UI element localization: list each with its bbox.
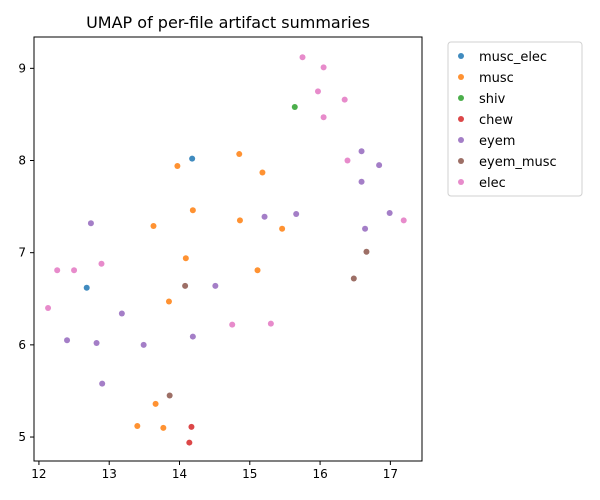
- legend-label: musc_elec: [479, 50, 547, 65]
- legend-label: eyem_musc: [479, 155, 557, 170]
- legend-label: eyem: [479, 134, 515, 149]
- data-point: [182, 255, 189, 262]
- data-point: [118, 310, 125, 317]
- data-point: [279, 225, 286, 232]
- series-eyem_musc: [166, 248, 370, 399]
- data-point: [291, 104, 298, 111]
- data-point: [259, 169, 266, 176]
- legend-marker: [458, 53, 464, 59]
- data-point: [152, 400, 159, 407]
- y-axis: 5 6 7 8 9: [18, 61, 34, 444]
- data-point: [400, 217, 407, 224]
- data-point: [350, 275, 357, 282]
- data-point: [71, 267, 78, 274]
- data-point: [261, 213, 268, 220]
- legend-label: elec: [479, 176, 506, 191]
- data-point: [293, 210, 300, 217]
- data-point: [386, 210, 393, 217]
- data-point: [182, 282, 189, 289]
- x-tick-label: 13: [102, 467, 117, 481]
- data-point: [229, 321, 236, 328]
- legend-marker: [458, 158, 464, 164]
- data-point: [344, 157, 351, 164]
- data-point: [93, 340, 100, 347]
- data-point: [45, 304, 52, 311]
- series-chew: [186, 423, 195, 446]
- y-tick-label: 9: [18, 61, 26, 75]
- legend-marker: [458, 137, 464, 143]
- data-point: [358, 178, 365, 185]
- legend-label: chew: [479, 113, 513, 128]
- data-point: [64, 337, 71, 344]
- series-elec: [45, 54, 407, 328]
- data-point: [186, 439, 193, 446]
- data-point: [254, 267, 261, 274]
- data-point: [267, 320, 274, 327]
- data-point: [212, 282, 219, 289]
- data-point: [160, 424, 167, 431]
- data-point: [320, 64, 327, 71]
- y-tick-label: 8: [18, 154, 26, 168]
- data-point: [320, 114, 327, 121]
- data-point: [189, 333, 196, 340]
- data-point: [236, 151, 243, 158]
- legend-box: [447, 41, 583, 197]
- data-point: [140, 341, 147, 348]
- legend-marker: [458, 179, 464, 185]
- legend-marker: [458, 116, 464, 122]
- y-tick-label: 7: [18, 246, 26, 260]
- y-tick-label: 5: [18, 430, 26, 444]
- series-shiv: [291, 104, 298, 111]
- chart-title: UMAP of per-file artifact summaries: [86, 13, 370, 32]
- y-tick-label: 6: [18, 338, 26, 352]
- data-point: [98, 260, 105, 267]
- data-point: [150, 222, 157, 229]
- series-musc_elec: [83, 155, 196, 291]
- data-point: [341, 96, 348, 103]
- data-point: [87, 220, 94, 227]
- data-point: [99, 380, 106, 387]
- x-tick-label: 16: [312, 467, 327, 481]
- legend-label: shiv: [479, 92, 506, 107]
- x-tick-label: 15: [242, 467, 257, 481]
- data-point: [314, 88, 321, 95]
- data-point: [83, 284, 90, 291]
- legend-marker: [458, 74, 464, 80]
- plot-frame: [33, 36, 423, 462]
- data-point: [299, 54, 306, 61]
- data-point: [189, 207, 196, 214]
- plot-points: [45, 54, 407, 446]
- series-eyem: [64, 148, 393, 387]
- series-musc: [134, 151, 286, 431]
- x-tick-label: 17: [383, 467, 398, 481]
- x-axis: 12 13 14 15 16 17: [31, 461, 398, 481]
- legend-label: musc: [479, 71, 514, 86]
- data-point: [134, 422, 141, 429]
- data-point: [358, 148, 365, 155]
- legend-marker: [458, 95, 464, 101]
- data-point: [363, 248, 370, 255]
- x-tick-label: 12: [31, 467, 46, 481]
- data-point: [174, 163, 181, 170]
- data-point: [188, 423, 195, 430]
- data-point: [236, 217, 243, 224]
- x-tick-label: 14: [172, 467, 187, 481]
- data-point: [166, 392, 173, 399]
- data-point: [189, 155, 196, 162]
- data-point: [165, 298, 172, 305]
- data-point: [54, 267, 61, 274]
- data-point: [376, 162, 383, 169]
- data-point: [362, 225, 369, 232]
